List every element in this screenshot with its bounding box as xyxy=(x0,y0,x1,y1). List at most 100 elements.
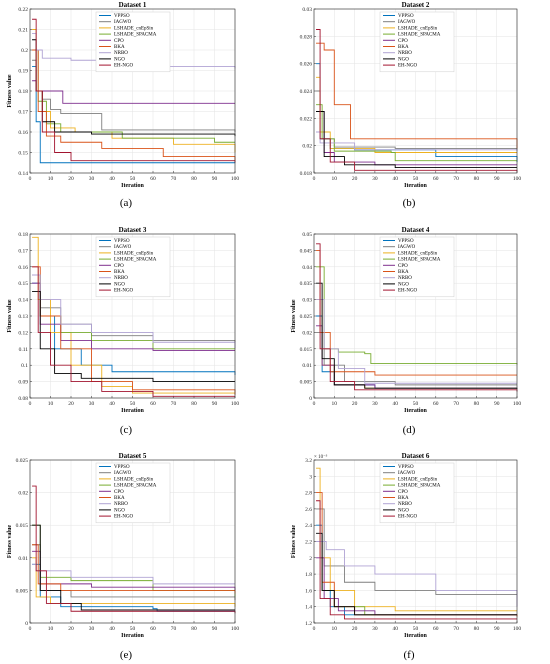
x-axis-label: Iteration xyxy=(121,408,144,414)
axes-box xyxy=(313,459,518,624)
y-tick-label: 0.08 xyxy=(18,396,28,402)
x-tick-label: 100 xyxy=(513,176,522,182)
series-line-eh-ngo xyxy=(32,18,236,163)
x-tick-label: 0 xyxy=(29,626,32,632)
x-tick-label: 80 xyxy=(191,626,197,632)
x-tick-label: 70 xyxy=(171,176,177,182)
legend-label: BKA xyxy=(398,270,409,275)
y-tick-label: 0.015 xyxy=(16,523,29,529)
legend-label: NGO xyxy=(114,508,125,513)
y-axis-label: Fitness value xyxy=(7,525,13,559)
series-line-ngo xyxy=(32,524,235,611)
y-tick-label: 0.018 xyxy=(300,171,313,177)
x-tick-label: 90 xyxy=(212,176,218,182)
legend-label: IAGWO xyxy=(114,20,132,25)
series-line-iagwo xyxy=(316,508,517,595)
legend-label: BKA xyxy=(398,496,409,501)
legend-label: BKA xyxy=(114,496,125,501)
legend-label: VPPSO xyxy=(114,239,130,244)
legend-label: CPO xyxy=(114,490,124,495)
y-tick-label: 0.02 xyxy=(302,330,312,336)
legend-label: IAGWO xyxy=(398,471,416,476)
x-tick-label: 50 xyxy=(130,401,136,407)
chart-panel-1: 0 10 20 30 40 50 60 70 80 90 100 0.14 0.15 0.16 0.17 0.… xyxy=(7,1,239,189)
x-tick-label: 100 xyxy=(231,626,240,632)
legend-label: BKA xyxy=(114,270,125,275)
y-tick-label: 0.02 xyxy=(18,491,28,497)
x-tick-label: 70 xyxy=(171,626,177,632)
legend-label: CPO xyxy=(398,39,408,44)
series-line-eh-ngo xyxy=(316,500,517,620)
y-tick-label: 0.16 xyxy=(18,265,28,271)
chart-title: Dataset 1 xyxy=(119,1,147,9)
x-tick-label: 10 xyxy=(48,626,54,632)
x-tick-label: 100 xyxy=(231,401,240,407)
x-tick-label: 30 xyxy=(372,401,378,407)
legend-label: VPPSO xyxy=(398,14,414,19)
x-axis-label: Iteration xyxy=(404,408,427,414)
y-tick-label: 0.12 xyxy=(18,330,28,336)
y-tick-label: 1.4 xyxy=(305,605,312,611)
legend-label: NRBO xyxy=(114,502,128,507)
legend-label: LSHADE_SPACMA xyxy=(114,258,157,263)
x-tick-label: 60 xyxy=(433,626,439,632)
x-tick-label: 0 xyxy=(29,401,32,407)
x-tick-label: 40 xyxy=(109,626,115,632)
y-tick-label: 0.22 xyxy=(18,7,28,13)
y-tick-label: 0.15 xyxy=(18,281,28,287)
x-tick-label: 80 xyxy=(191,401,197,407)
legend-label: LSHADE_SPACMA xyxy=(398,33,441,38)
y-tick-label: 2.6 xyxy=(305,507,312,513)
y-tick-label: 0.17 xyxy=(18,110,28,116)
chart-panel-2: 0 10 20 30 40 50 60 70 80 90 100 0.018 0.02 0.022 0.02… xyxy=(300,1,522,189)
x-tick-label: 100 xyxy=(231,176,240,182)
x-tick-label: 70 xyxy=(453,401,459,407)
y-tick-label: 0.005 xyxy=(300,380,313,386)
x-tick-label: 90 xyxy=(212,401,218,407)
axes-box xyxy=(313,233,518,399)
legend-label: NRBO xyxy=(398,502,412,507)
chart-title: Dataset 4 xyxy=(402,226,430,234)
legend-label: LSHADE_cnEpSin xyxy=(114,26,154,31)
x-tick-label: 50 xyxy=(413,176,419,182)
x-tick-label: 20 xyxy=(68,176,74,182)
legend-label: LSHADE_SPACMA xyxy=(114,33,157,38)
x-tick-label: 50 xyxy=(413,626,419,632)
legend-label: IAGWO xyxy=(114,471,132,476)
x-tick-label: 50 xyxy=(130,176,136,182)
series-line-ngo xyxy=(316,532,517,616)
y-tick-label: 0.028 xyxy=(300,34,313,40)
y-tick-label: 0.025 xyxy=(16,458,29,464)
y-tick-label: 0.1 xyxy=(21,363,28,369)
x-tick-label: 10 xyxy=(332,401,338,407)
y-tick-label: 0.09 xyxy=(18,380,28,386)
legend-label: VPPSO xyxy=(114,465,130,470)
x-axis-label: Iteration xyxy=(121,633,144,639)
legend-label: CPO xyxy=(398,264,408,269)
x-axis-label: Iteration xyxy=(404,183,427,189)
y-tick-label: 0.17 xyxy=(18,248,28,254)
legend-label: LSHADE_cnEpSin xyxy=(114,251,154,256)
y-axis-label: Fitness value xyxy=(7,74,13,108)
y-tick-label: 2 xyxy=(309,556,312,562)
legend-label: EH-NGO xyxy=(398,515,418,520)
series-line-ngo xyxy=(316,111,517,168)
series-line-eh-ngo xyxy=(32,266,235,397)
y-tick-label: 0.01 xyxy=(18,556,28,562)
chart-panel-6: 0 10 20 30 40 50 60 70 80 90 100 1.2 1.4 1.6 1.8 2 2.2 2.… xyxy=(291,452,521,639)
y-tick-label: 0.035 xyxy=(300,281,313,287)
panel-caption: (f) xyxy=(404,649,415,661)
x-tick-label: 0 xyxy=(29,176,32,182)
x-tick-label: 20 xyxy=(352,401,358,407)
legend-label: EH-NGO xyxy=(114,64,134,69)
y-tick-label: 0.16 xyxy=(18,130,28,136)
x-axis-label: Iteration xyxy=(404,633,427,639)
x-tick-label: 30 xyxy=(89,176,95,182)
y-tick-label: 0.01 xyxy=(302,363,312,369)
x-tick-label: 50 xyxy=(413,401,419,407)
legend-label: CPO xyxy=(114,264,124,269)
